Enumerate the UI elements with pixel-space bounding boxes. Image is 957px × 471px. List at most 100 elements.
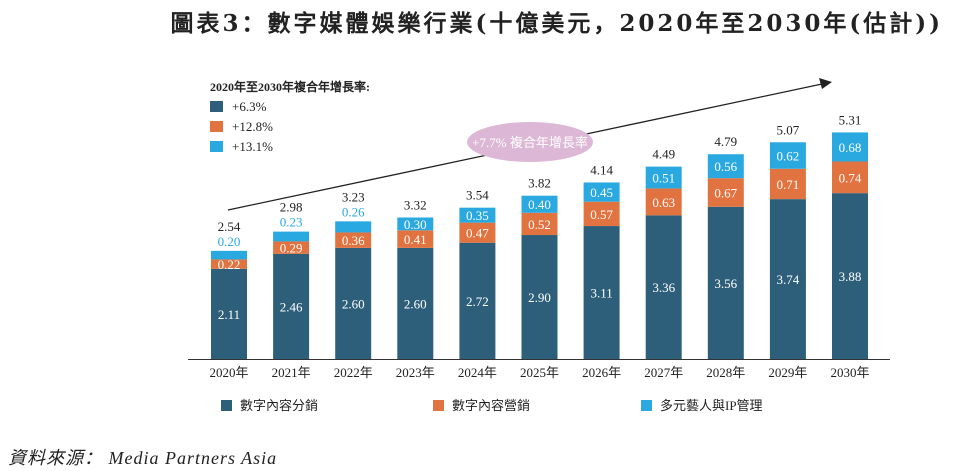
- bar-segment: [645, 166, 682, 189]
- trend-arrow-head: [819, 78, 832, 89]
- data-label: 0.57: [590, 207, 613, 222]
- bar-segment: [645, 188, 682, 216]
- total-label: 3.82: [528, 176, 551, 191]
- legend-swatch: [641, 400, 652, 411]
- legend-swatch: [221, 400, 232, 411]
- data-label: 0.45: [590, 185, 613, 200]
- x-tick-label: 2029年: [768, 365, 807, 380]
- data-label: 0.47: [466, 226, 489, 241]
- x-tick-label: 2021年: [272, 365, 311, 380]
- x-tick-label: 2022年: [334, 365, 373, 380]
- total-label: 4.14: [590, 162, 613, 177]
- total-label: 2.98: [280, 200, 303, 215]
- data-label: 0.62: [777, 149, 800, 164]
- legend-label: 數字內容分銷: [240, 398, 318, 413]
- bar-segment: [583, 201, 620, 227]
- bar-segment: [769, 168, 806, 200]
- x-tick-label: 2028年: [706, 365, 745, 380]
- total-label: 5.31: [839, 112, 862, 127]
- cagr-annotation-bubble: [467, 122, 593, 162]
- bar-segment: [521, 235, 558, 359]
- bar-segment: [273, 231, 310, 242]
- x-tick-label: 2027年: [644, 365, 683, 380]
- total-label: 3.54: [466, 188, 489, 203]
- bar-segment: [335, 232, 372, 248]
- bar-segment: [521, 212, 558, 236]
- bar-segment: [707, 154, 744, 179]
- data-label: 0.52: [528, 217, 551, 232]
- data-label: 0.36: [342, 233, 365, 248]
- cagr-legend-swatch: [210, 141, 223, 152]
- data-label: 0.63: [652, 195, 675, 210]
- bar-segment: [273, 241, 310, 254]
- data-label: 0.20: [218, 234, 241, 249]
- bar-segment: [707, 206, 744, 359]
- total-label: 4.49: [652, 147, 675, 162]
- cagr-legend-title: 2020年至2030年複合年增長率:: [210, 79, 370, 94]
- bar-segment: [832, 161, 868, 194]
- bar-segment: [832, 193, 868, 359]
- data-label: 3.36: [652, 280, 675, 295]
- data-label: 2.60: [342, 296, 365, 311]
- total-label: 5.07: [777, 122, 800, 137]
- bar-segment: [397, 217, 434, 231]
- data-label: 2.90: [528, 290, 551, 305]
- bar-segment: [521, 195, 558, 213]
- bar-segment: [211, 250, 247, 260]
- data-label: 0.51: [652, 171, 675, 186]
- data-label: 0.22: [218, 257, 241, 272]
- bar-segment: [273, 253, 310, 359]
- data-label: 0.56: [714, 159, 737, 174]
- source-note: 資料來源： Media Partners Asia: [8, 448, 278, 468]
- cagr-legend-label: +12.8%: [232, 119, 273, 134]
- bar-segment: [459, 242, 496, 359]
- bar-segment: [645, 215, 682, 359]
- legend-swatch: [433, 400, 444, 411]
- data-label: 0.71: [777, 177, 800, 192]
- legend-label: 多元藝人與IP管理: [660, 398, 763, 413]
- bar-segment: [769, 199, 806, 359]
- total-label: 4.79: [714, 134, 737, 149]
- data-label: 3.88: [839, 269, 862, 284]
- data-label: 3.11: [590, 286, 612, 301]
- data-label: 0.40: [528, 197, 551, 212]
- bar-segment: [397, 247, 434, 359]
- x-tick-label: 2020年: [209, 365, 248, 380]
- data-label: 0.41: [404, 232, 427, 247]
- x-tick-label: 2023年: [396, 365, 435, 380]
- x-tick-label: 2024年: [458, 365, 497, 380]
- x-tick-label: 2025年: [520, 365, 559, 380]
- data-label: 2.11: [218, 307, 240, 322]
- data-label: 2.60: [404, 296, 427, 311]
- cagr-legend-label: +6.3%: [232, 99, 267, 114]
- bar-segment: [397, 230, 434, 248]
- data-label: 0.29: [280, 241, 303, 256]
- bar-segment: [769, 142, 806, 169]
- data-label: 0.74: [839, 170, 862, 185]
- bar-segment: [335, 247, 372, 359]
- cagr-annotation-text: +7.7% 複合年增長率: [472, 135, 588, 150]
- chart-title: 圖表3：數字媒體娛樂行業(十億美元，2020年至2030年(估計)): [170, 10, 943, 37]
- bar-segment: [583, 182, 620, 202]
- bar-segment: [707, 178, 744, 207]
- total-label: 3.32: [404, 197, 427, 212]
- data-label: 2.46: [280, 299, 303, 314]
- bar-segment: [583, 226, 620, 359]
- cagr-legend-swatch: [210, 121, 223, 132]
- cagr-legend-swatch: [210, 101, 223, 112]
- x-tick-label: 2026年: [582, 365, 621, 380]
- total-label: 3.23: [342, 189, 365, 204]
- bar-segment: [335, 221, 372, 233]
- bar-segment: [832, 132, 868, 162]
- bar-segment: [211, 259, 247, 269]
- data-label: 0.35: [466, 208, 489, 223]
- bar-segment: [211, 268, 247, 359]
- total-label: 2.54: [218, 219, 241, 234]
- bar-segment: [459, 207, 496, 223]
- legend-label: 數字內容營銷: [452, 398, 530, 413]
- data-label: 0.67: [714, 185, 737, 200]
- data-label: 0.23: [280, 215, 303, 230]
- data-label: 3.74: [777, 272, 800, 287]
- cagr-legend-label: +13.1%: [232, 139, 273, 154]
